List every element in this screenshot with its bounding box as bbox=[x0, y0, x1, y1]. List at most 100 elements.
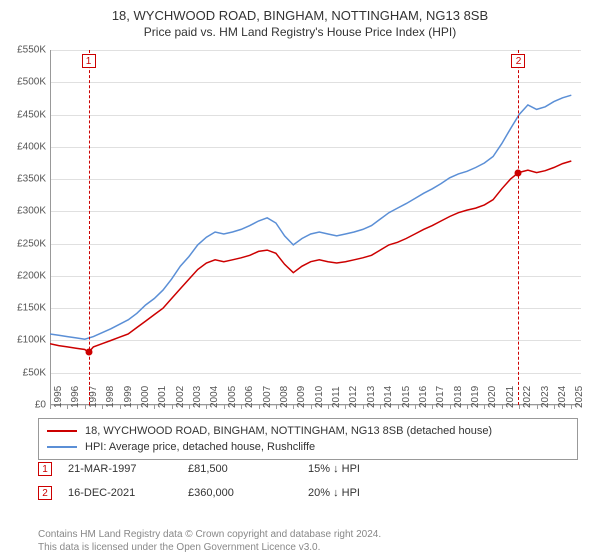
y-axis-label: £100K bbox=[6, 335, 46, 346]
x-axis-label: 2014 bbox=[383, 386, 394, 408]
x-axis-label: 2004 bbox=[209, 386, 220, 408]
y-axis-label: £150K bbox=[6, 303, 46, 314]
chart-title: 18, WYCHWOOD ROAD, BINGHAM, NOTTINGHAM, … bbox=[0, 0, 600, 23]
x-axis-label: 2001 bbox=[157, 386, 168, 408]
x-tick bbox=[67, 405, 68, 409]
x-axis-label: 2006 bbox=[244, 386, 255, 408]
sale-detail-row: 2 16-DEC-2021£360,00020% ↓ HPI bbox=[38, 486, 578, 500]
sale-detail-diff: 15% ↓ HPI bbox=[308, 463, 428, 475]
x-axis-label: 2012 bbox=[348, 386, 359, 408]
legend-label: HPI: Average price, detached house, Rush… bbox=[85, 441, 315, 453]
x-tick bbox=[398, 405, 399, 409]
x-tick bbox=[484, 405, 485, 409]
x-axis-label: 2023 bbox=[540, 386, 551, 408]
x-axis-label: 2016 bbox=[418, 386, 429, 408]
x-axis-label: 1996 bbox=[70, 386, 81, 408]
legend-label: 18, WYCHWOOD ROAD, BINGHAM, NOTTINGHAM, … bbox=[85, 425, 492, 437]
sale-detail-diff: 20% ↓ HPI bbox=[308, 487, 428, 499]
series-line-hpi bbox=[50, 95, 571, 339]
x-tick bbox=[432, 405, 433, 409]
legend-row: 18, WYCHWOOD ROAD, BINGHAM, NOTTINGHAM, … bbox=[47, 423, 569, 439]
x-tick bbox=[137, 405, 138, 409]
x-tick bbox=[537, 405, 538, 409]
x-axis-label: 2021 bbox=[505, 386, 516, 408]
x-tick bbox=[102, 405, 103, 409]
x-axis-label: 2022 bbox=[522, 386, 533, 408]
x-tick bbox=[328, 405, 329, 409]
x-tick bbox=[120, 405, 121, 409]
x-tick bbox=[206, 405, 207, 409]
x-tick bbox=[415, 405, 416, 409]
x-tick bbox=[345, 405, 346, 409]
x-tick bbox=[450, 405, 451, 409]
x-tick bbox=[502, 405, 503, 409]
x-axis-label: 2007 bbox=[262, 386, 273, 408]
chart-container: 18, WYCHWOOD ROAD, BINGHAM, NOTTINGHAM, … bbox=[0, 0, 600, 560]
x-axis-label: 2010 bbox=[314, 386, 325, 408]
y-axis-label: £350K bbox=[6, 174, 46, 185]
y-axis-label: £400K bbox=[6, 141, 46, 152]
x-axis-label: 2018 bbox=[453, 386, 464, 408]
x-tick bbox=[259, 405, 260, 409]
sale-marker-number: 1 bbox=[82, 54, 96, 68]
x-axis-label: 2013 bbox=[366, 386, 377, 408]
x-tick bbox=[363, 405, 364, 409]
x-tick bbox=[241, 405, 242, 409]
legend-swatch bbox=[47, 430, 77, 432]
x-tick bbox=[172, 405, 173, 409]
legend-swatch bbox=[47, 446, 77, 448]
footer-line-2: This data is licensed under the Open Gov… bbox=[38, 541, 578, 554]
sale-detail-number: 1 bbox=[38, 462, 52, 476]
x-tick bbox=[311, 405, 312, 409]
x-axis-label: 1995 bbox=[53, 386, 64, 408]
chart-footer: Contains HM Land Registry data © Crown c… bbox=[38, 528, 578, 554]
x-axis-label: 2009 bbox=[296, 386, 307, 408]
y-axis-label: £450K bbox=[6, 109, 46, 120]
sale-marker-dot bbox=[85, 349, 92, 356]
chart-lines-svg bbox=[50, 50, 580, 405]
x-tick bbox=[276, 405, 277, 409]
x-axis-label: 2005 bbox=[227, 386, 238, 408]
sale-detail-number: 2 bbox=[38, 486, 52, 500]
x-axis-label: 2000 bbox=[140, 386, 151, 408]
x-tick bbox=[189, 405, 190, 409]
x-tick bbox=[467, 405, 468, 409]
y-axis-label: £200K bbox=[6, 270, 46, 281]
x-axis-label: 1999 bbox=[123, 386, 134, 408]
x-axis-label: 2002 bbox=[175, 386, 186, 408]
x-axis-label: 2020 bbox=[487, 386, 498, 408]
x-tick bbox=[571, 405, 572, 409]
y-axis-label: £0 bbox=[6, 400, 46, 411]
x-axis-label: 2011 bbox=[331, 386, 342, 408]
legend-row: HPI: Average price, detached house, Rush… bbox=[47, 439, 569, 455]
sale-marker-dot bbox=[515, 169, 522, 176]
chart-legend: 18, WYCHWOOD ROAD, BINGHAM, NOTTINGHAM, … bbox=[38, 418, 578, 460]
sale-detail-date: 21-MAR-1997 bbox=[68, 463, 188, 475]
x-axis-label: 2003 bbox=[192, 386, 203, 408]
x-tick bbox=[554, 405, 555, 409]
y-axis-label: £550K bbox=[6, 45, 46, 56]
x-axis-label: 2017 bbox=[435, 386, 446, 408]
x-tick bbox=[293, 405, 294, 409]
sale-detail-price: £360,000 bbox=[188, 487, 308, 499]
x-axis-label: 2024 bbox=[557, 386, 568, 408]
y-axis-label: £250K bbox=[6, 238, 46, 249]
sale-detail-row: 1 21-MAR-1997£81,50015% ↓ HPI bbox=[38, 462, 578, 476]
sale-detail-price: £81,500 bbox=[188, 463, 308, 475]
y-axis-label: £500K bbox=[6, 77, 46, 88]
sale-marker-line bbox=[518, 50, 519, 405]
series-line-property bbox=[50, 161, 571, 352]
y-axis-label: £300K bbox=[6, 206, 46, 217]
x-tick bbox=[519, 405, 520, 409]
x-axis-label: 2025 bbox=[574, 386, 585, 408]
x-axis-label: 2019 bbox=[470, 386, 481, 408]
footer-line-1: Contains HM Land Registry data © Crown c… bbox=[38, 528, 578, 541]
sale-detail-date: 16-DEC-2021 bbox=[68, 487, 188, 499]
x-axis-label: 2015 bbox=[401, 386, 412, 408]
chart-subtitle: Price paid vs. HM Land Registry's House … bbox=[0, 23, 600, 39]
x-tick bbox=[85, 405, 86, 409]
x-tick bbox=[154, 405, 155, 409]
y-axis-label: £50K bbox=[6, 367, 46, 378]
x-tick bbox=[50, 405, 51, 409]
x-tick bbox=[380, 405, 381, 409]
